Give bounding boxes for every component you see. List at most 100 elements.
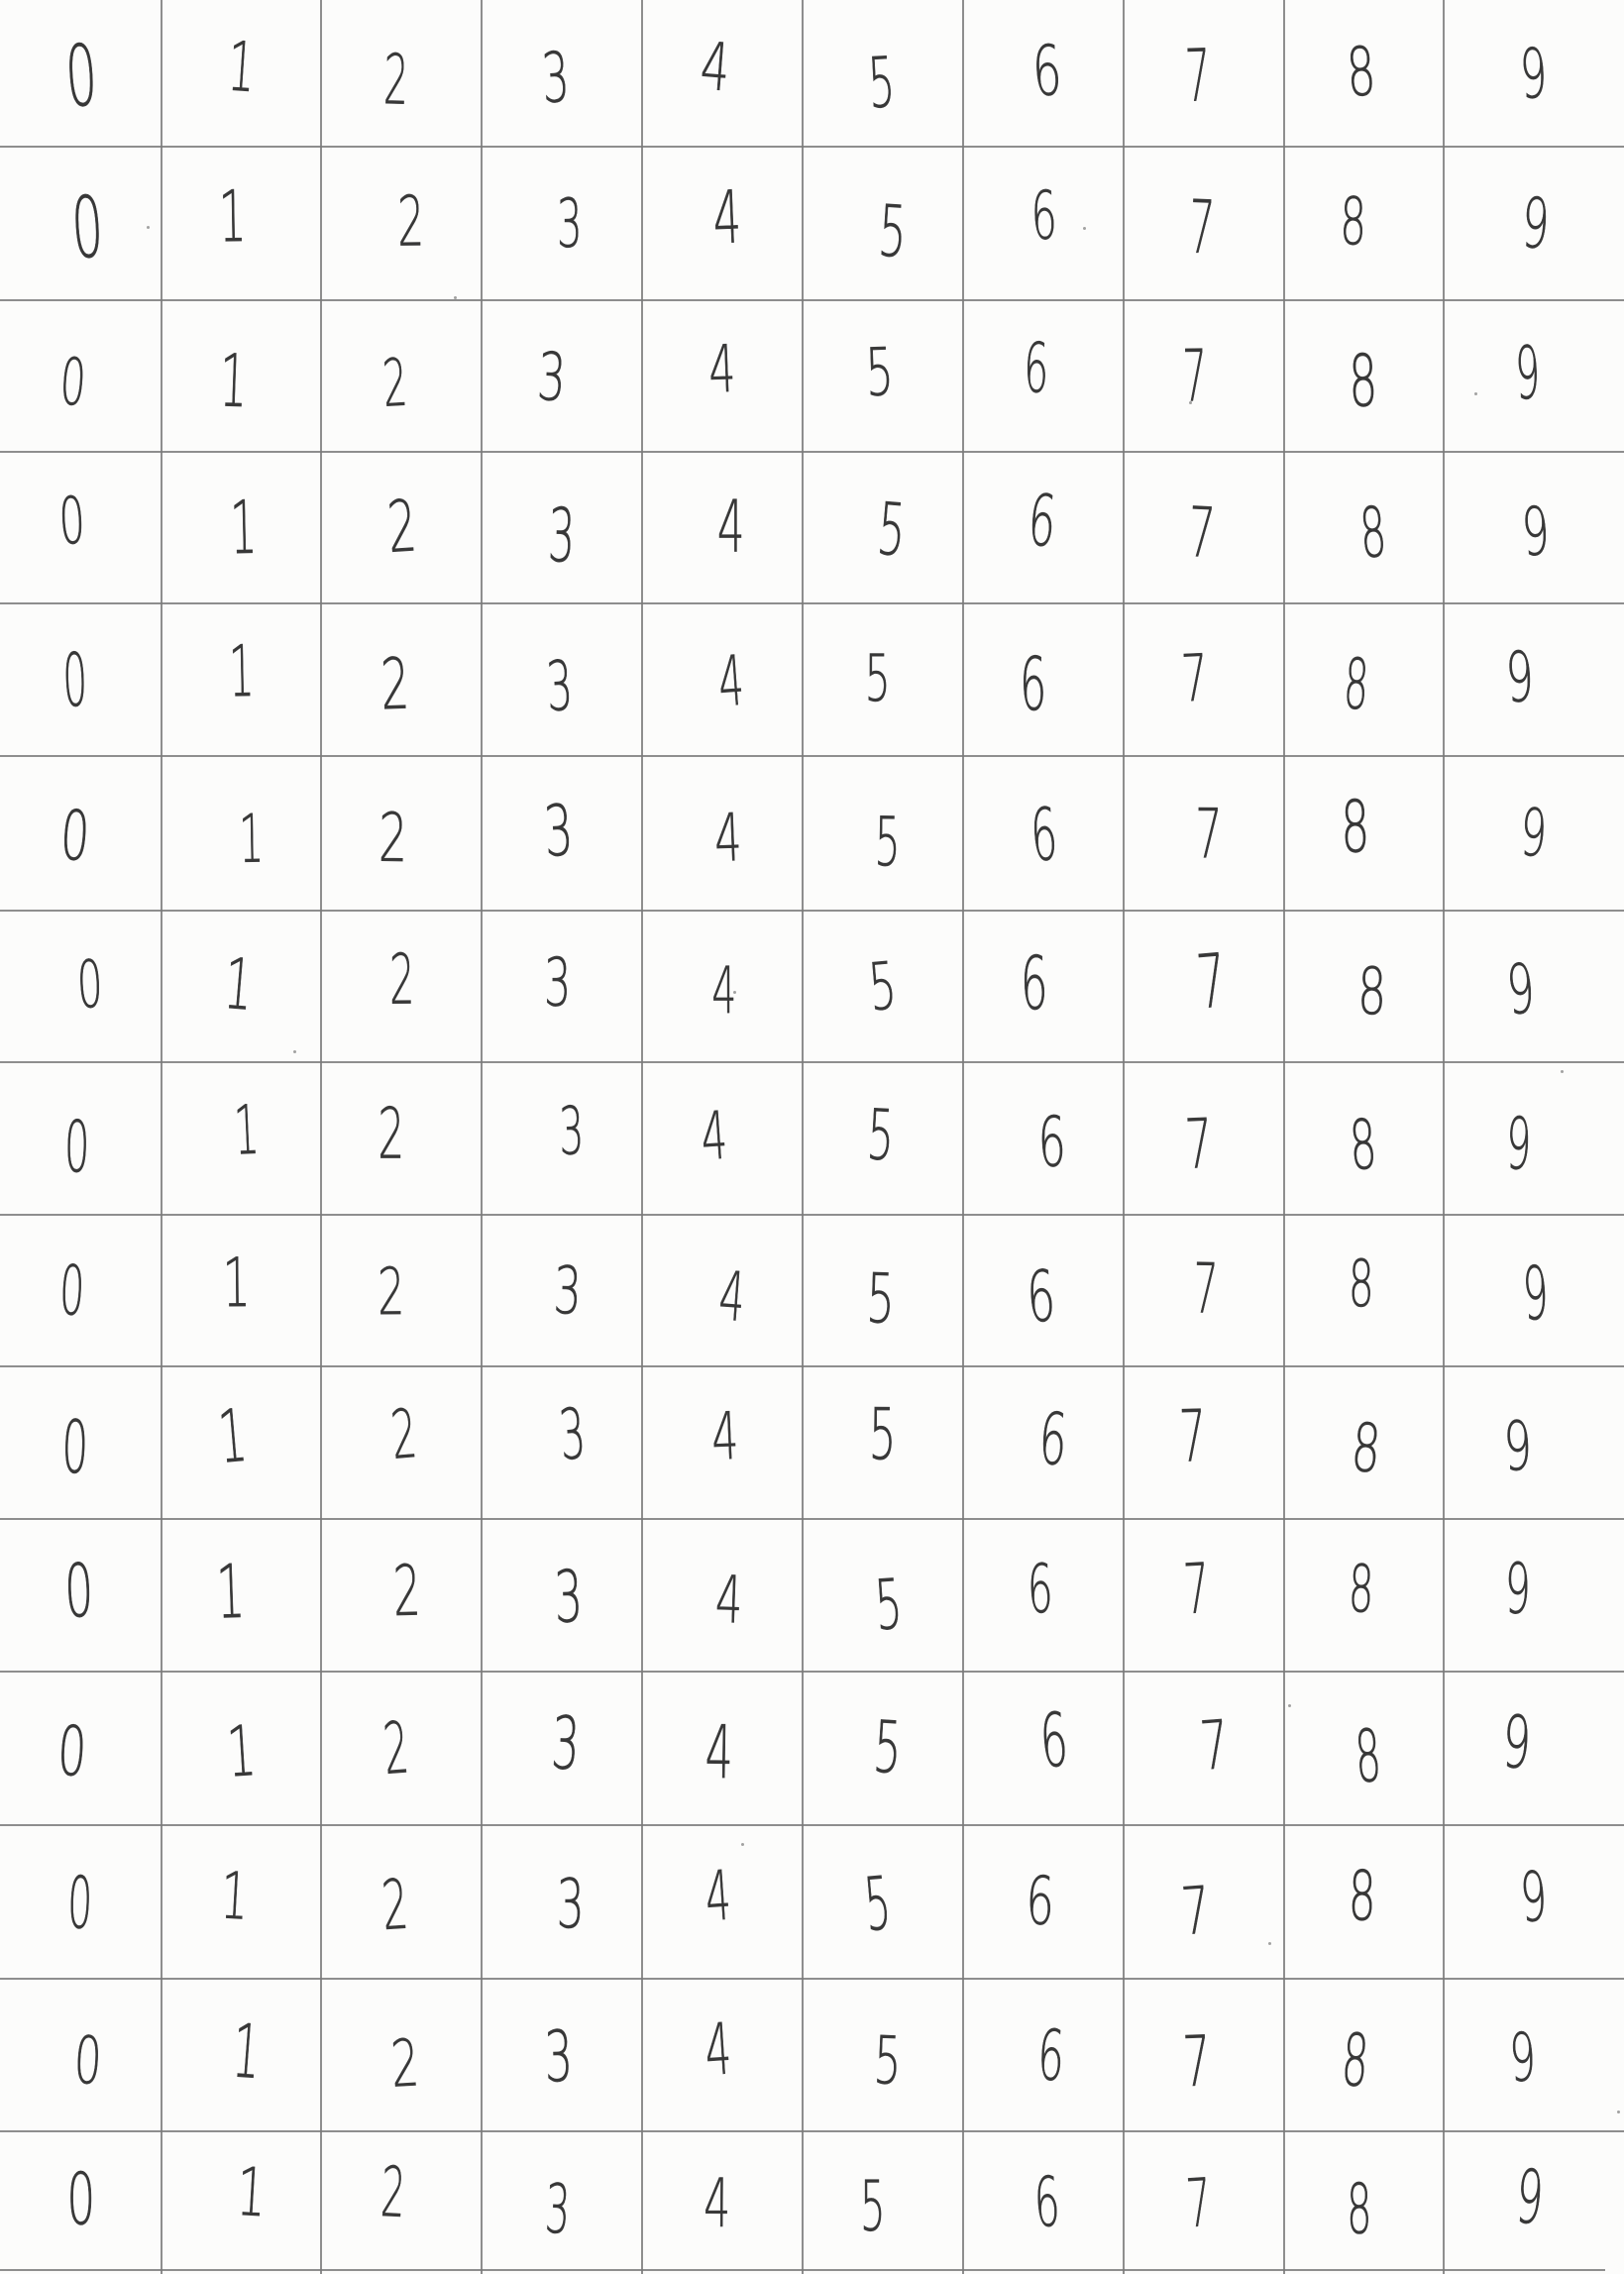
- digit-cell: 4: [641, 1518, 802, 1671]
- handwritten-digit: 6: [1036, 1101, 1068, 1183]
- grid-row-line: [0, 1061, 1624, 1063]
- digit-cell: 8: [1283, 1061, 1443, 1214]
- handwritten-digit: 1: [238, 799, 265, 879]
- digit-cell: 6: [962, 602, 1123, 755]
- handwritten-digit: 8: [1348, 1855, 1376, 1936]
- handwritten-digit: 3: [543, 2014, 575, 2099]
- handwritten-digit: 7: [1179, 639, 1211, 717]
- digit-cell: 8: [1283, 1978, 1443, 2130]
- scan-speck: [1083, 227, 1086, 230]
- handwritten-digit: 9: [1508, 2017, 1538, 2098]
- handwritten-digit: 2: [377, 1252, 406, 1330]
- digit-cell: 3: [481, 451, 641, 602]
- handwritten-digit: 0: [56, 482, 88, 559]
- handwritten-digit: 8: [1356, 490, 1389, 574]
- digit-cell: 5: [802, 1824, 962, 1978]
- digit-cell: 3: [481, 1061, 641, 1214]
- grid-row-line: [0, 2269, 1605, 2271]
- digit-cell: 4: [641, 602, 802, 755]
- digit-cell: 6: [962, 1518, 1123, 1671]
- handwritten-digit: 1: [214, 1392, 251, 1480]
- digit-cell: 6: [962, 0, 1123, 146]
- grid-row-line: [0, 1978, 1624, 1980]
- grid-row-line: [0, 1214, 1624, 1216]
- handwritten-digit: 7: [1183, 1103, 1215, 1185]
- handwritten-digit: 0: [61, 636, 89, 724]
- digit-cell: 7: [1123, 0, 1283, 146]
- handwritten-digit: 1: [218, 173, 247, 259]
- handwritten-digit: 6: [1027, 1549, 1054, 1629]
- handwritten-digit: 3: [544, 645, 576, 727]
- handwritten-digit: 6: [1025, 1253, 1058, 1339]
- handwritten-digit: 7: [1178, 1871, 1214, 1950]
- digit-cell: 5: [802, 1671, 962, 1824]
- digit-cell: 1: [161, 2130, 320, 2269]
- grid-row-line: [0, 1824, 1624, 1826]
- digit-cell: 2: [320, 1214, 481, 1365]
- digit-cell: 7: [1123, 1365, 1283, 1518]
- digit-cell: 4: [641, 0, 802, 146]
- digit-cell: 5: [802, 910, 962, 1061]
- handwritten-digit: 7: [1192, 1246, 1220, 1330]
- handwritten-digit: 4: [699, 1096, 730, 1176]
- handwritten-digit: 4: [712, 798, 744, 878]
- digit-cell: 0: [0, 1518, 161, 1671]
- handwritten-digit: 8: [1347, 1550, 1375, 1628]
- digit-cell: 1: [161, 755, 320, 910]
- scan-speck: [147, 226, 150, 229]
- digit-cell: 1: [161, 1824, 320, 1978]
- digit-cell: 3: [481, 146, 641, 299]
- handwritten-digit: 7: [1182, 333, 1208, 418]
- digit-cell: 7: [1123, 910, 1283, 1061]
- handwritten-digit: 1: [220, 941, 257, 1027]
- digit-cell: 5: [802, 1518, 962, 1671]
- handwritten-digit: 7: [1184, 2163, 1214, 2243]
- handwritten-digit: 6: [1030, 29, 1064, 112]
- handwritten-digit: 0: [55, 1709, 89, 1792]
- handwritten-digit: 5: [866, 41, 898, 124]
- handwritten-digit: 3: [539, 36, 573, 119]
- handwritten-digit: 1: [218, 337, 249, 424]
- digit-cell: 5: [802, 299, 962, 451]
- digit-cell: 8: [1283, 2130, 1443, 2269]
- digit-cell: 0: [0, 1671, 161, 1824]
- handwritten-digit: 0: [66, 2157, 96, 2241]
- grid-column-line: [962, 0, 964, 2274]
- handwritten-digit: 1: [232, 1089, 261, 1171]
- handwritten-digit: 9: [1502, 1405, 1534, 1487]
- digit-cell: 4: [641, 1365, 802, 1518]
- grid-row-line: [0, 451, 1624, 453]
- handwritten-digit: 6: [1037, 1695, 1071, 1785]
- digit-cell: 1: [161, 0, 320, 146]
- handwritten-digit: 3: [552, 1250, 584, 1330]
- handwritten-digit: 6: [1028, 791, 1061, 879]
- handwritten-digit: 5: [865, 1256, 897, 1339]
- handwritten-digit: 9: [1504, 947, 1538, 1030]
- handwritten-digit: 9: [1518, 794, 1550, 872]
- handwritten-digit: 7: [1186, 490, 1218, 574]
- digit-cell: 9: [1443, 602, 1605, 755]
- handwritten-digit: 9: [1518, 1855, 1550, 1938]
- handwritten-digit: 5: [865, 1093, 897, 1177]
- handwritten-digit: 3: [542, 789, 576, 873]
- handwritten-digit: 6: [1035, 2013, 1067, 2098]
- handwritten-digit: 4: [703, 1854, 734, 1937]
- handwritten-digit: 2: [380, 343, 410, 422]
- digit-cell: 1: [161, 910, 320, 1061]
- digit-cell: 7: [1123, 1518, 1283, 1671]
- handwritten-digit: 1: [222, 1242, 251, 1323]
- digit-cell: 9: [1443, 1978, 1605, 2130]
- handwritten-digit: 9: [1519, 490, 1553, 572]
- handwritten-digit: 6: [1020, 640, 1047, 728]
- handwritten-digit: 8: [1347, 338, 1379, 423]
- digit-cell: 1: [161, 1061, 320, 1214]
- handwritten-digit: 8: [1347, 1104, 1379, 1186]
- handwritten-digit: 4: [703, 2006, 734, 2093]
- handwritten-digit: 5: [866, 946, 900, 1026]
- digit-cell: 0: [0, 755, 161, 910]
- digit-cell: 5: [802, 1214, 962, 1365]
- digit-cell: 6: [962, 2130, 1123, 2269]
- handwritten-digit: 2: [397, 179, 425, 263]
- digit-cell: 8: [1283, 1671, 1443, 1824]
- digit-cell: 0: [0, 1978, 161, 2130]
